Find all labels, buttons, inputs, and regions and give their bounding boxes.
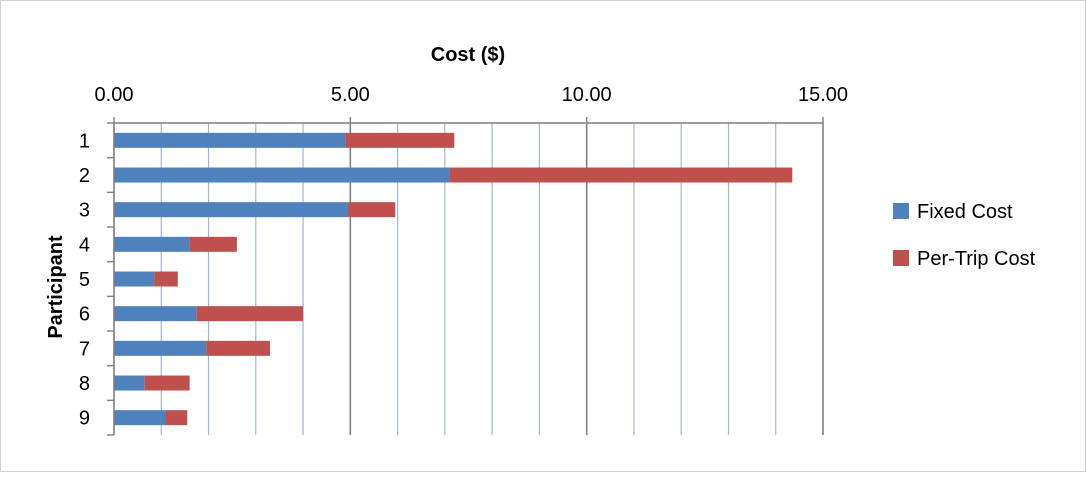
x-tick-label: 0.00 xyxy=(95,84,134,106)
bar-per-trip-cost xyxy=(154,271,178,287)
bar-per-trip-cost xyxy=(165,410,188,426)
y-tick-label: 8 xyxy=(79,373,90,395)
bar-fixed-cost xyxy=(114,271,155,287)
bar-per-trip-cost xyxy=(347,202,396,218)
x-tick-label: 10.00 xyxy=(562,84,612,106)
bar-fixed-cost xyxy=(114,167,450,183)
legend-label: Per-Trip Cost xyxy=(917,248,1036,270)
y-tick-label: 6 xyxy=(79,304,90,326)
bar-fixed-cost xyxy=(114,375,145,391)
legend-swatch xyxy=(893,250,909,266)
legend-label: Fixed Cost xyxy=(917,201,1013,223)
bar-per-trip-cost xyxy=(144,375,190,391)
bar-fixed-cost xyxy=(114,306,197,322)
bar-fixed-cost xyxy=(114,410,166,426)
y-axis-title: Participant xyxy=(45,235,67,339)
bar-per-trip-cost xyxy=(196,306,304,322)
y-tick-label: 1 xyxy=(79,130,90,152)
bar-fixed-cost xyxy=(114,202,348,218)
x-tick-label: 15.00 xyxy=(798,84,848,106)
legend-swatch xyxy=(893,203,909,219)
bar-per-trip-cost xyxy=(206,340,270,356)
y-tick-label: 9 xyxy=(79,408,90,430)
y-tick-label: 4 xyxy=(79,234,90,256)
y-tick-label: 7 xyxy=(79,338,90,360)
x-tick-label: 5.00 xyxy=(331,84,370,106)
y-tick-label: 5 xyxy=(79,269,90,291)
bar-per-trip-cost xyxy=(345,132,455,148)
bar-fixed-cost xyxy=(114,132,346,148)
bar-per-trip-cost xyxy=(189,236,237,252)
bar-per-trip-cost xyxy=(449,167,793,183)
bar-fixed-cost xyxy=(114,236,190,252)
bar-fixed-cost xyxy=(114,340,207,356)
y-tick-label: 3 xyxy=(79,200,90,222)
y-tick-label: 2 xyxy=(79,165,90,187)
bars xyxy=(114,132,793,426)
axes: 0.00 5.00 10.00 15.00 1 2 3 4 5 6 7 8 9 xyxy=(79,84,848,436)
legend: Fixed Cost Per-Trip Cost xyxy=(893,201,1036,270)
x-axis-title: Cost ($) xyxy=(431,44,505,66)
